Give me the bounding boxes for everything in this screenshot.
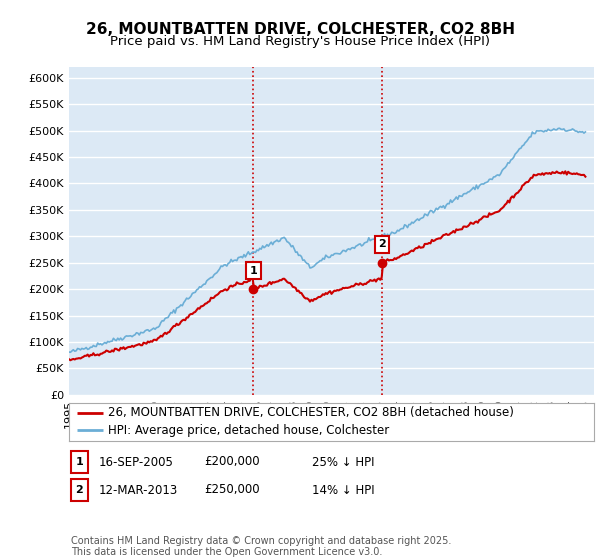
Text: 25% ↓ HPI: 25% ↓ HPI xyxy=(312,455,374,469)
Text: Contains HM Land Registry data © Crown copyright and database right 2025.
This d: Contains HM Land Registry data © Crown c… xyxy=(71,535,451,557)
Text: 14% ↓ HPI: 14% ↓ HPI xyxy=(312,483,374,497)
Text: 1: 1 xyxy=(76,457,83,467)
Text: 26, MOUNTBATTEN DRIVE, COLCHESTER, CO2 8BH (detached house): 26, MOUNTBATTEN DRIVE, COLCHESTER, CO2 8… xyxy=(109,407,514,419)
Text: 16-SEP-2005: 16-SEP-2005 xyxy=(99,455,174,469)
Text: 26, MOUNTBATTEN DRIVE, COLCHESTER, CO2 8BH: 26, MOUNTBATTEN DRIVE, COLCHESTER, CO2 8… xyxy=(86,22,515,38)
Text: 12-MAR-2013: 12-MAR-2013 xyxy=(99,483,178,497)
Text: 1: 1 xyxy=(250,265,257,276)
Text: Price paid vs. HM Land Registry's House Price Index (HPI): Price paid vs. HM Land Registry's House … xyxy=(110,35,490,48)
Text: 2: 2 xyxy=(378,239,386,249)
Text: 2: 2 xyxy=(76,485,83,495)
Text: £250,000: £250,000 xyxy=(204,483,260,497)
Text: HPI: Average price, detached house, Colchester: HPI: Average price, detached house, Colc… xyxy=(109,424,389,437)
Text: £200,000: £200,000 xyxy=(204,455,260,469)
